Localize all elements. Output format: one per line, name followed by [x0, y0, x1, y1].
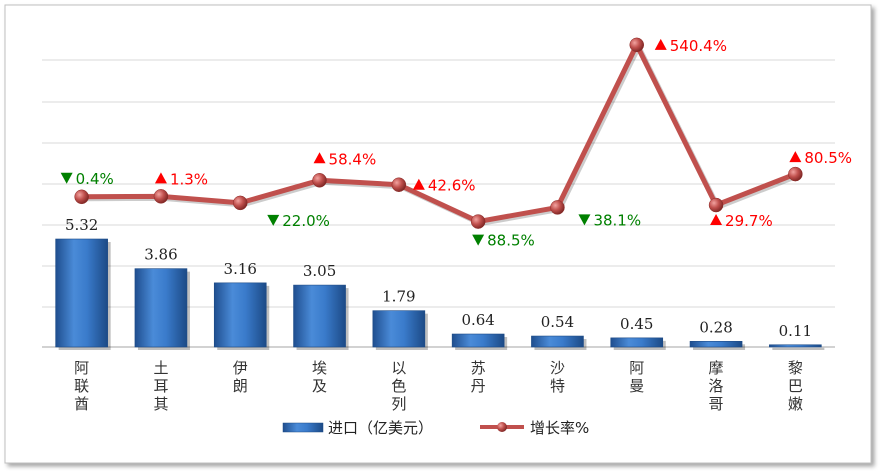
- bar: [531, 335, 584, 348]
- legend: 进口（亿美元） 增长率%: [282, 419, 589, 437]
- growth-value-label: 540.4%: [670, 37, 727, 55]
- growth-value-label: 80.5%: [804, 149, 852, 167]
- growth-point: [470, 214, 486, 229]
- bar: [55, 238, 108, 348]
- bar-value-label: 0.64: [461, 311, 494, 329]
- bar: [213, 282, 267, 348]
- growth-point: [708, 197, 724, 213]
- category-label: 阿曼: [629, 359, 644, 395]
- growth-point: [74, 189, 89, 205]
- triangle-up-icon: [654, 38, 667, 50]
- bar: [769, 344, 822, 348]
- triangle-down-icon: [267, 214, 280, 226]
- bar: [689, 341, 743, 348]
- legend-line-marker: [497, 422, 507, 432]
- growth-value-label: 42.6%: [428, 177, 476, 195]
- triangle-down-icon: [60, 172, 73, 184]
- category-label: 伊朗: [233, 359, 248, 395]
- triangle-down-icon: [472, 234, 485, 246]
- growth-label: 42.6%: [412, 177, 476, 195]
- growth-point: [788, 166, 803, 182]
- category-label: 以色列: [391, 359, 406, 413]
- growth-point: [391, 177, 407, 192]
- category-label: 埃及: [312, 359, 327, 395]
- bar: [372, 310, 426, 348]
- growth-label: 88.5%: [472, 232, 535, 250]
- growth-value-label: 38.1%: [593, 211, 641, 229]
- bar-value-label: 1.79: [382, 288, 415, 306]
- growth-value-label: 0.4%: [76, 170, 114, 188]
- legend-line-label: 增长率%: [530, 419, 589, 437]
- triangle-down-icon: [578, 214, 591, 226]
- bar-value-label: 3.86: [144, 246, 177, 264]
- growth-value-label: 22.0%: [282, 212, 330, 230]
- bar-value-label: 5.32: [65, 216, 98, 234]
- growth-label: 80.5%: [789, 149, 852, 167]
- growth-label: 1.3%: [154, 170, 208, 188]
- bar-value-label: 0.45: [620, 315, 653, 333]
- bar: [293, 284, 346, 348]
- growth-point: [312, 173, 327, 188]
- growth-label: 29.7%: [710, 212, 773, 230]
- bar: [610, 337, 664, 348]
- triangle-up-icon: [154, 172, 167, 184]
- legend-bar-swatch: [282, 422, 324, 433]
- triangle-up-icon: [789, 151, 802, 163]
- chart-border: [4, 4, 872, 464]
- growth-value-label: 58.4%: [329, 150, 377, 168]
- bar-value-label: 3.05: [303, 262, 336, 280]
- growth-line: [81, 42, 797, 225]
- bar: [134, 268, 188, 348]
- growth-value-label: 1.3%: [170, 170, 208, 188]
- growth-point: [153, 189, 169, 204]
- bar: [451, 333, 505, 348]
- category-label: 摩洛哥: [709, 359, 724, 413]
- legend-bar-label: 进口（亿美元）: [328, 419, 433, 437]
- bar-value-label: 0.11: [779, 322, 812, 340]
- growth-line-series: 0.4% 1.3% 22.0% 58.4% 42.6% 88.5% 38.1% 540.4% 2…: [60, 37, 852, 250]
- growth-label: 58.4%: [313, 150, 377, 168]
- category-axis: 阿联酋 土耳其 伊朗 埃及 以色列 苏丹 沙特 阿曼 摩洛哥 黎巴嫩: [74, 359, 803, 413]
- growth-value-label: 29.7%: [725, 212, 773, 230]
- category-label: 土耳其: [153, 359, 168, 413]
- growth-value-label: 88.5%: [487, 232, 535, 250]
- growth-point: [629, 37, 644, 53]
- growth-label: 22.0%: [267, 212, 330, 230]
- category-label: 阿联酋: [74, 359, 89, 413]
- bar-series: 5.32 3.86 3.16 3.05 1.79 0.64 0.54 0.45 0.28 0.11: [55, 216, 825, 350]
- category-label: 沙特: [550, 359, 565, 395]
- category-label: 黎巴嫩: [788, 359, 803, 413]
- bar-value-label: 3.16: [224, 260, 257, 278]
- growth-label: 38.1%: [578, 211, 641, 229]
- growth-point: [233, 195, 248, 211]
- bar-shadow: [772, 347, 825, 350]
- growth-label: 540.4%: [654, 37, 727, 55]
- triangle-up-icon: [412, 178, 425, 190]
- triangle-up-icon: [313, 152, 326, 164]
- growth-label: 0.4%: [60, 170, 114, 188]
- triangle-up-icon: [710, 214, 723, 226]
- bar-value-label: 0.28: [699, 318, 732, 336]
- growth-point: [550, 200, 565, 215]
- category-label: 苏丹: [471, 359, 486, 395]
- bar-value-label: 0.54: [541, 313, 574, 331]
